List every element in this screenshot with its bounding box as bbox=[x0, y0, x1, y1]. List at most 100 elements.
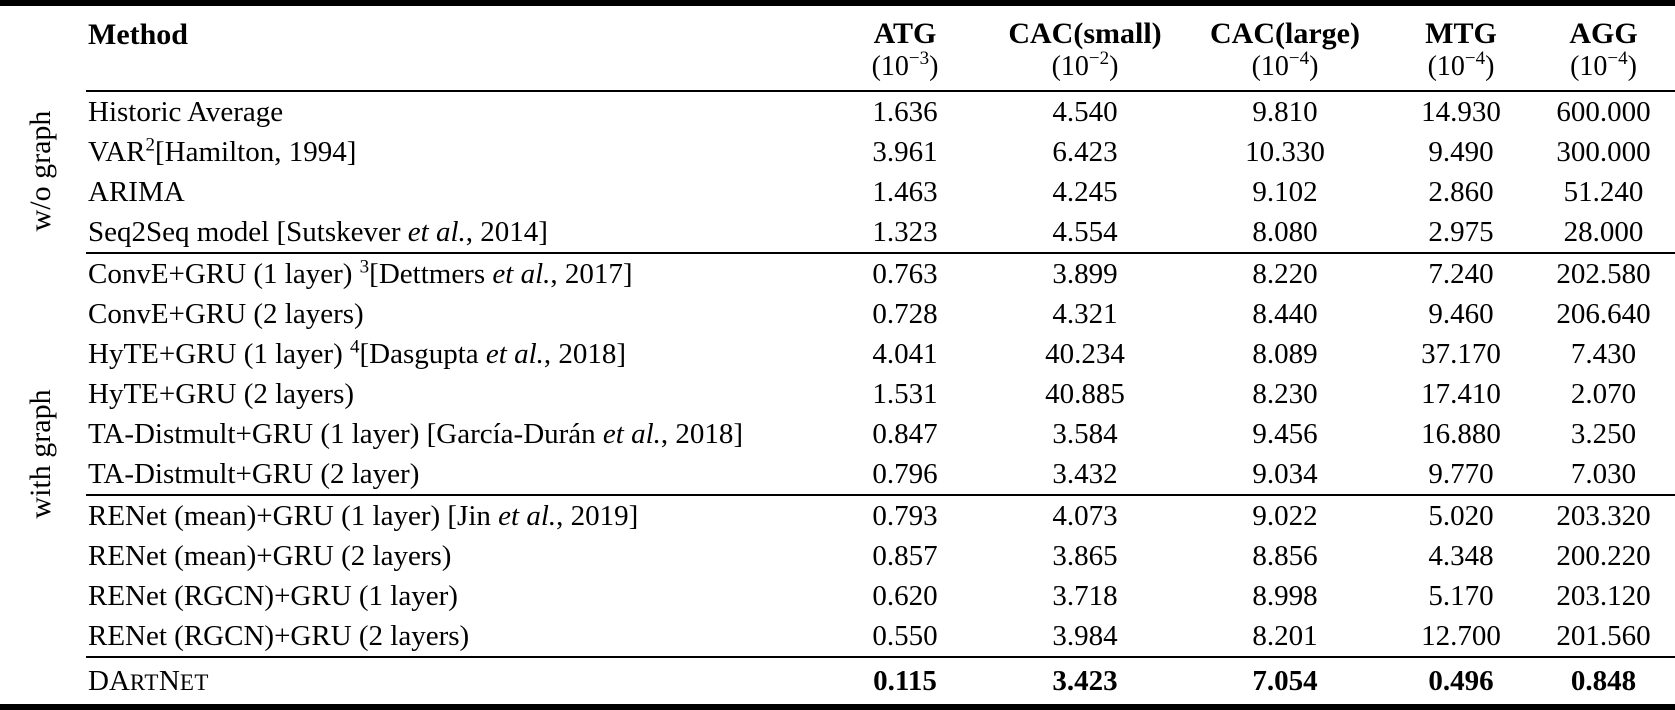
scale-close: ) bbox=[1485, 51, 1495, 82]
value-cell: 300.000 bbox=[1556, 136, 1651, 168]
method-cell: TA-Distmult+GRU (1 layer) [García-Durán … bbox=[86, 414, 820, 454]
value-cell: 40.234 bbox=[1045, 338, 1125, 370]
method-text: HyTE+GRU (1 layer) bbox=[88, 338, 350, 370]
value-cell: 7.030 bbox=[1570, 458, 1637, 490]
scale-base: (10 bbox=[871, 51, 909, 82]
column-header-cac-large: CAC(large) (10−4) bbox=[1180, 6, 1390, 90]
scale-exponent: −4 bbox=[1464, 47, 1486, 69]
column-header-scale: (10−3) bbox=[820, 49, 990, 85]
method-text: RENet (RGCN)+GRU (2 layers) bbox=[88, 620, 470, 652]
value-cell: 10.330 bbox=[1245, 136, 1325, 168]
method-text: [Dettmers bbox=[369, 258, 493, 290]
value-cell: 7.240 bbox=[1428, 258, 1494, 290]
method-cell: DARTNET bbox=[86, 658, 820, 706]
value-cell: 28.000 bbox=[1563, 216, 1644, 248]
value-cell: 8.089 bbox=[1252, 338, 1318, 370]
column-header-agg: AGG (10−4) bbox=[1532, 6, 1675, 90]
method-text: ConvE+GRU (2 layers) bbox=[88, 298, 364, 330]
value-cell: 203.320 bbox=[1556, 500, 1651, 532]
row-block: ConvE+GRU (1 layer) 3[Dettmers et al., 2… bbox=[86, 252, 1675, 494]
method-cell: Historic Average bbox=[86, 92, 820, 132]
table-body: Historic Average 1.636 4.540 9.810 14.930 600… bbox=[86, 90, 1675, 704]
row-block: RENet (mean)+GRU (1 layer) [Jin et al., … bbox=[86, 494, 1675, 656]
value-cell: 600.000 bbox=[1556, 96, 1651, 128]
value-cell: 1.531 bbox=[872, 378, 938, 410]
value-cell: 0.796 bbox=[872, 458, 938, 490]
value-cell: 3.984 bbox=[1052, 620, 1118, 652]
value-cell: 1.323 bbox=[872, 216, 938, 248]
value-cell: 16.880 bbox=[1421, 418, 1501, 450]
method-text: et al. bbox=[602, 418, 661, 450]
column-header-label: MTG bbox=[1425, 17, 1497, 50]
method-text: et al. bbox=[407, 216, 466, 248]
value-cell: 0.550 bbox=[872, 620, 938, 652]
scale-exponent: −3 bbox=[908, 47, 930, 69]
method-text: TA-Distmult+GRU (1 layer) [García-Durán bbox=[88, 418, 603, 450]
method-cell: HyTE+GRU (1 layer) 4[Dasgupta et al., 20… bbox=[86, 334, 820, 374]
table-row: ARIMA 1.463 4.245 9.102 2.860 51.240 bbox=[86, 172, 1675, 212]
scale-close: ) bbox=[1309, 51, 1319, 82]
column-header-scale: (10−4) bbox=[1532, 49, 1675, 85]
value-cell: 2.070 bbox=[1570, 378, 1637, 410]
method-cell: ConvE+GRU (2 layers) bbox=[86, 294, 820, 334]
value-cell: 3.961 bbox=[872, 136, 938, 168]
value-cell: 12.700 bbox=[1421, 620, 1501, 652]
table-top-rule bbox=[0, 0, 1675, 6]
method-text: RENet (RGCN)+GRU (1 layer) bbox=[88, 580, 458, 612]
method-cell: ConvE+GRU (1 layer) 3[Dettmers et al., 2… bbox=[86, 254, 820, 294]
value-cell: 4.245 bbox=[1052, 176, 1118, 208]
scale-base: (10 bbox=[1570, 51, 1608, 82]
table-row: HyTE+GRU (2 layers) 1.531 40.885 8.230 17.41… bbox=[86, 374, 1675, 414]
column-header-label: CAC(small) bbox=[1008, 17, 1162, 50]
value-cell: 203.120 bbox=[1556, 580, 1651, 612]
value-cell: 9.460 bbox=[1428, 298, 1494, 330]
row-group-label-wo-graph: w/o graph bbox=[24, 110, 57, 232]
scale-exponent: −4 bbox=[1607, 47, 1628, 69]
table-row: Seq2Seq model [Sutskever et al., 2014] 1.… bbox=[86, 212, 1675, 252]
method-text: ConvE+GRU (1 layer) bbox=[88, 258, 360, 290]
method-text: et al. bbox=[492, 258, 551, 290]
method-cell: RENet (mean)+GRU (1 layer) [Jin et al., … bbox=[86, 496, 820, 536]
value-cell: 9.022 bbox=[1252, 500, 1318, 532]
value-cell: 3.584 bbox=[1052, 418, 1118, 450]
value-cell: 7.054 bbox=[1252, 665, 1318, 697]
method-cell: RENet (mean)+GRU (2 layers) bbox=[86, 536, 820, 576]
column-header-cac-small: CAC(small) (10−2) bbox=[990, 6, 1180, 90]
value-cell: 0.763 bbox=[872, 258, 938, 290]
table-row: Historic Average 1.636 4.540 9.810 14.930 600… bbox=[86, 92, 1675, 132]
value-cell: 8.220 bbox=[1252, 258, 1318, 290]
value-cell: 3.423 bbox=[1052, 665, 1118, 697]
method-cell: HyTE+GRU (2 layers) bbox=[86, 374, 820, 414]
value-cell: 1.463 bbox=[872, 176, 938, 208]
method-text: HyTE+GRU (2 layers) bbox=[88, 378, 355, 410]
column-header-scale: (10−4) bbox=[1180, 49, 1390, 85]
table-row: RENet (mean)+GRU (2 layers) 0.857 3.865 8.8… bbox=[86, 536, 1675, 576]
table-row: DARTNET 0.115 3.423 7.054 0.496 0.848 bbox=[86, 658, 1675, 704]
value-cell: 9.034 bbox=[1252, 458, 1318, 490]
value-cell: 3.865 bbox=[1052, 540, 1118, 572]
method-text: , 2014] bbox=[465, 216, 548, 248]
value-cell: 9.490 bbox=[1428, 136, 1494, 168]
method-text: , 2019] bbox=[556, 500, 639, 532]
value-cell: 0.857 bbox=[872, 540, 938, 572]
value-cell: 8.201 bbox=[1252, 620, 1318, 652]
value-cell: 3.250 bbox=[1570, 418, 1637, 450]
scale-close: ) bbox=[1627, 51, 1637, 82]
value-cell: 6.423 bbox=[1052, 136, 1118, 168]
value-cell: 4.073 bbox=[1052, 500, 1118, 532]
method-text: RT bbox=[129, 670, 159, 695]
method-text: Seq2Seq model [Sutskever bbox=[88, 216, 408, 248]
value-cell: 51.240 bbox=[1563, 176, 1644, 208]
value-cell: 5.170 bbox=[1428, 580, 1494, 612]
value-cell: 4.321 bbox=[1052, 298, 1118, 330]
footnote-marker: 2 bbox=[145, 134, 156, 156]
method-text: , 2018] bbox=[543, 338, 627, 370]
value-cell: 4.540 bbox=[1052, 96, 1118, 128]
value-cell: 17.410 bbox=[1421, 378, 1501, 410]
table-row: HyTE+GRU (1 layer) 4[Dasgupta et al., 20… bbox=[86, 334, 1675, 374]
method-text: et al. bbox=[485, 338, 544, 370]
value-cell: 8.856 bbox=[1252, 540, 1318, 572]
value-cell: 8.230 bbox=[1252, 378, 1318, 410]
method-text: TA-Distmult+GRU (2 layer) bbox=[88, 458, 420, 490]
value-cell: 0.847 bbox=[872, 418, 938, 450]
